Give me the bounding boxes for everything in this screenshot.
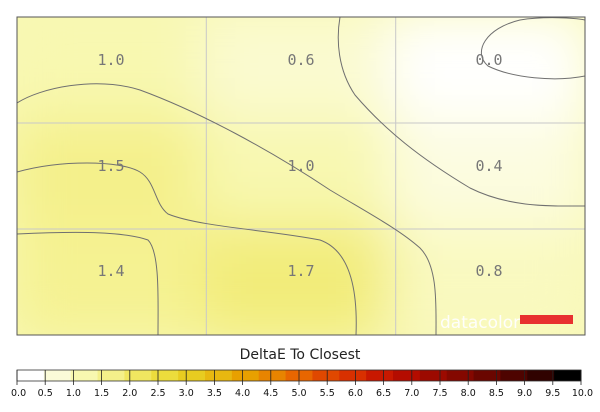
colorbar-swatch-0 <box>17 370 45 381</box>
contour-1.5-inner <box>17 231 159 335</box>
heatmap-area <box>17 17 585 335</box>
colorbar-swatch-19 <box>527 370 555 381</box>
colorbar-swatch-7 <box>205 370 233 381</box>
colorbar-tick-label-17: 8.5 <box>489 388 504 399</box>
heatmap-cell-r1-c2 <box>389 117 585 235</box>
heatmap-cells <box>17 17 585 335</box>
cell-label-r0-c1: 0.6 <box>287 51 314 69</box>
plot-border <box>16 16 586 336</box>
colorbar-swatch-9 <box>258 370 287 381</box>
colorbar-tick-label-9: 4.5 <box>263 388 278 399</box>
colorbar-title: DeltaE To Closest <box>239 347 361 363</box>
colorbar-swatch-12 <box>339 370 367 381</box>
colorbar-tick-label-1: 0.5 <box>38 388 53 399</box>
heatmap-cell-r0-c1 <box>200 17 402 129</box>
colorbar-swatch-15 <box>419 370 448 381</box>
grid-lines <box>17 17 585 335</box>
colorbar-tick-label-16: 8.0 <box>461 388 476 399</box>
contour-1.0-top <box>17 83 437 335</box>
colorbar-tick-label-3: 1.5 <box>94 388 109 399</box>
heatmap-cell-r1-c0 <box>17 117 213 235</box>
cell-label-r2-c2: 0.8 <box>475 262 502 280</box>
cell-label-r1-c1: 1.0 <box>287 157 314 175</box>
colorbar-tick-label-15: 7.5 <box>432 388 447 399</box>
colorbar-tick-label-4: 2.0 <box>122 388 137 399</box>
heatmap-cell-r0-c0 <box>17 17 213 129</box>
colorbar-tick-label-2: 1.0 <box>66 388 81 399</box>
colorbar-swatch-8 <box>231 370 260 381</box>
colorbar-swatch-13 <box>366 370 394 381</box>
datacolor-logo: datacolor <box>440 313 573 333</box>
datacolor-logo-text: datacolor <box>440 313 520 333</box>
heatmap-cell-r0-c2 <box>389 17 585 129</box>
colorbar-swatch-6 <box>178 370 206 381</box>
colorbar-swatch-1 <box>43 370 72 381</box>
colorbar-tick-label-14: 7.0 <box>404 388 419 399</box>
colorbar-swatch-2 <box>70 370 99 381</box>
colorbar-swatch-4 <box>124 370 152 381</box>
colorbar-tick-label-19: 9.5 <box>545 388 560 399</box>
cell-label-r1-c0: 1.5 <box>97 157 124 175</box>
contour-lines <box>17 17 585 335</box>
colorbar-tick-label-18: 9.0 <box>517 388 532 399</box>
colorbar-swatch-17 <box>473 370 501 381</box>
cell-label-r2-c0: 1.4 <box>97 262 124 280</box>
colorbar-tick-label-0: 0.0 <box>11 388 26 399</box>
contour-1.5-left <box>17 162 357 335</box>
heatmap-cell-r2-c0 <box>17 223 213 335</box>
colorbar-tick-label-13: 6.5 <box>376 388 391 399</box>
cell-label-r2-c1: 1.7 <box>287 262 314 280</box>
colorbar-swatch-14 <box>393 370 421 381</box>
colorbar-swatch-16 <box>446 370 475 381</box>
cell-label-r1-c2: 0.4 <box>475 157 502 175</box>
colorbar-tick-label-11: 5.5 <box>320 388 335 399</box>
colorbar-swatch-3 <box>97 370 125 381</box>
colorbar-swatch-11 <box>312 370 340 381</box>
cell-label-r0-c2: 0.0 <box>475 51 502 69</box>
colorbar-swatch-18 <box>500 370 528 381</box>
colorbar-tick-label-12: 6.0 <box>348 388 363 399</box>
datacolor-logo-bar <box>520 315 573 324</box>
cell-label-r0-c0: 1.0 <box>97 51 124 69</box>
cell-labels: 1.0 0.6 0.0 1.5 1.0 0.4 1.4 1.7 0.8 <box>97 51 502 280</box>
contour-0.0 <box>480 17 585 80</box>
colorbar-tick-label-7: 3.5 <box>207 388 222 399</box>
colorbar-swatch-5 <box>151 370 179 381</box>
colorbar-tick-label-20: 10.0 <box>572 388 593 399</box>
contour-0.5 <box>337 17 585 207</box>
colorbar: 0.0 0.5 1.0 1.5 2.0 2.5 3.0 3.5 4.0 4.5 5.0 5.5 6.0 6… <box>11 369 593 399</box>
colorbar-tick-label-10: 5.0 <box>291 388 306 399</box>
colorbar-tick-label-5: 2.5 <box>150 388 165 399</box>
colorbar-tick-label-6: 3.0 <box>179 388 194 399</box>
heatmap-cell-r1-c1 <box>200 117 402 235</box>
colorbar-swatch-20 <box>554 370 582 381</box>
colorbar-tick-label-8: 4.0 <box>235 388 250 399</box>
heatmap-cell-r2-c1 <box>200 223 402 335</box>
